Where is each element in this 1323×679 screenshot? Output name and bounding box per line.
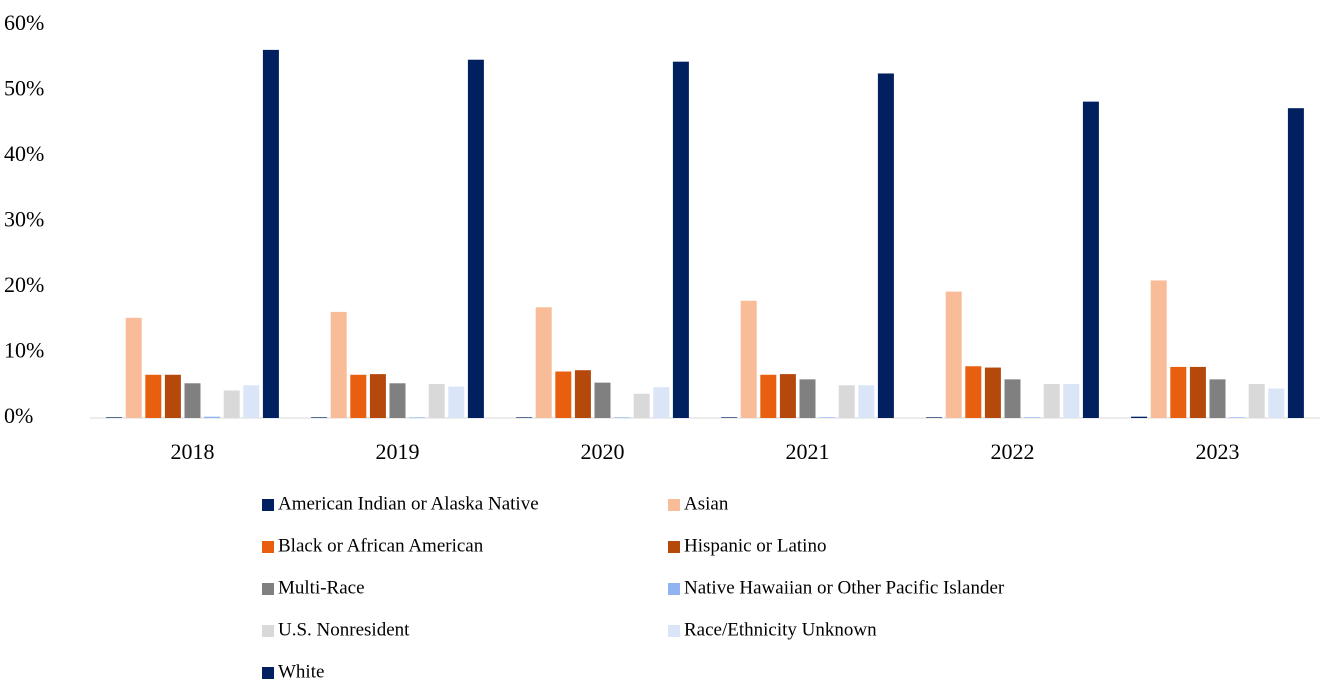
bar [535,307,552,418]
bar [1209,379,1226,418]
bar [740,300,757,418]
bar [262,49,279,418]
legend-swatch [668,499,680,511]
bar [164,374,181,418]
legend-swatch [262,583,274,595]
bar [1082,101,1099,418]
legend-swatch [262,667,274,679]
bar [555,371,572,418]
bar [1043,383,1060,418]
legend-label: U.S. Nonresident [278,619,410,640]
bar [1150,280,1167,418]
bar [467,59,484,419]
bar [779,374,796,418]
bar [448,386,465,418]
legend-label: Native Hawaiian or Other Pacific Islande… [684,577,1005,598]
bar [516,417,533,418]
x-tick-label: 2018 [171,439,215,464]
legend-swatch [262,499,274,511]
y-tick-label: 60% [4,10,44,35]
bar [819,417,836,418]
bar [1189,366,1206,418]
bar [125,317,142,418]
bar [858,385,875,418]
bar [389,383,406,418]
bar [184,383,201,418]
bar [243,385,260,418]
legend-label: Asian [684,493,729,514]
bar [1170,366,1187,418]
bar [350,374,367,418]
y-tick-label: 10% [4,338,44,363]
bar [106,417,123,418]
bar [1063,383,1080,418]
bar [1024,417,1041,418]
bar [330,311,347,418]
bar [877,73,894,418]
legend-swatch [668,541,680,553]
legend-swatch [262,541,274,553]
bar [653,387,670,418]
bar [633,393,650,418]
x-tick-label: 2023 [1196,439,1240,464]
bar [721,417,738,418]
bar [614,417,631,418]
y-tick-label: 50% [4,76,44,101]
bar [965,366,982,418]
legend-label: White [278,661,324,679]
x-tick-label: 2020 [581,439,625,464]
legend-label: Black or African American [278,535,484,556]
legend-swatch [668,625,680,637]
y-tick-label: 0% [4,403,33,428]
bar [1287,108,1304,418]
legend-label: American Indian or Alaska Native [278,493,539,514]
bar [428,383,445,418]
bar [594,382,611,418]
bar [145,374,162,418]
bar [926,417,943,418]
bar [799,379,816,418]
bar [223,390,240,418]
legend-label: Multi-Race [278,577,365,598]
legend-swatch [668,583,680,595]
bar [1131,416,1148,418]
bar [672,61,689,419]
x-tick-label: 2021 [786,439,830,464]
bar [204,416,221,418]
bar [838,385,855,418]
bar [409,417,426,418]
bar [574,370,591,418]
bar [369,374,386,418]
y-tick-label: 20% [4,272,44,297]
y-tick-label: 30% [4,207,44,232]
x-tick-label: 2019 [376,439,420,464]
legend-label: Race/Ethnicity Unknown [684,619,877,640]
legend-label: Hispanic or Latino [684,535,826,556]
legend-swatch [262,625,274,637]
bar [760,374,777,418]
bar [984,367,1001,418]
x-tick-label: 2022 [991,439,1035,464]
bar [1004,379,1021,418]
bar [1248,383,1265,418]
bar [1268,388,1285,418]
bar [1229,417,1246,418]
y-tick-label: 40% [4,141,44,166]
bar [311,417,328,418]
bar [945,291,962,418]
